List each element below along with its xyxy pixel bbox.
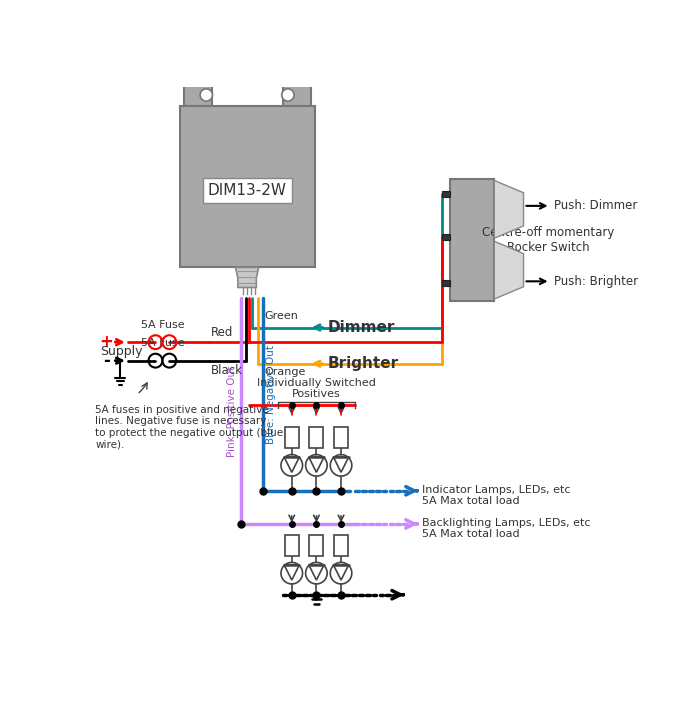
Text: Dimmer: Dimmer	[328, 320, 395, 335]
Polygon shape	[309, 427, 323, 448]
Text: Orange: Orange	[264, 367, 305, 377]
Polygon shape	[309, 565, 324, 580]
Text: Black: Black	[211, 363, 243, 376]
Text: Green: Green	[264, 311, 298, 322]
Text: 5A Fuse: 5A Fuse	[141, 338, 184, 348]
Polygon shape	[333, 565, 349, 580]
Text: Blue: Negative Out: Blue: Negative Out	[266, 345, 276, 444]
Polygon shape	[235, 267, 258, 288]
Text: Indicator Lamps, LEDs, etc
5A Max total load: Indicator Lamps, LEDs, etc 5A Max total …	[422, 485, 570, 506]
Polygon shape	[449, 179, 494, 301]
Polygon shape	[284, 565, 300, 580]
Polygon shape	[442, 191, 449, 198]
Text: Red: Red	[211, 326, 233, 339]
Polygon shape	[442, 280, 449, 286]
Polygon shape	[283, 84, 311, 106]
Circle shape	[200, 89, 213, 101]
Polygon shape	[494, 242, 524, 299]
Circle shape	[281, 89, 294, 101]
Text: Push: Brighter: Push: Brighter	[554, 275, 638, 288]
Polygon shape	[285, 427, 299, 448]
Polygon shape	[442, 234, 449, 240]
Polygon shape	[494, 180, 524, 238]
Text: +: +	[99, 333, 113, 351]
Text: 5A Fuse: 5A Fuse	[141, 320, 184, 329]
Text: Pink: Positive Out: Pink: Positive Out	[227, 366, 237, 456]
Polygon shape	[180, 106, 315, 267]
Polygon shape	[309, 535, 323, 556]
Text: 5A fuses in positive and negative
lines. Negative fuse is necessary
to protect t: 5A fuses in positive and negative lines.…	[95, 404, 284, 449]
Text: Centre-off momentary
Rocker Switch: Centre-off momentary Rocker Switch	[482, 226, 615, 254]
Text: Push: Dimmer: Push: Dimmer	[554, 200, 638, 213]
Polygon shape	[334, 535, 348, 556]
Text: Supply: Supply	[100, 345, 143, 358]
Text: Backlighting Lamps, LEDs, etc
5A Max total load: Backlighting Lamps, LEDs, etc 5A Max tot…	[422, 518, 590, 539]
Text: -: -	[103, 352, 110, 370]
Polygon shape	[285, 535, 299, 556]
Text: DIM13-2W: DIM13-2W	[208, 183, 287, 198]
Polygon shape	[334, 427, 348, 448]
Polygon shape	[284, 457, 300, 472]
Polygon shape	[184, 84, 213, 106]
Text: Individually Switched
Positives: Individually Switched Positives	[257, 378, 376, 399]
Polygon shape	[333, 457, 349, 472]
Text: Brighter: Brighter	[328, 356, 399, 371]
Polygon shape	[309, 457, 324, 472]
